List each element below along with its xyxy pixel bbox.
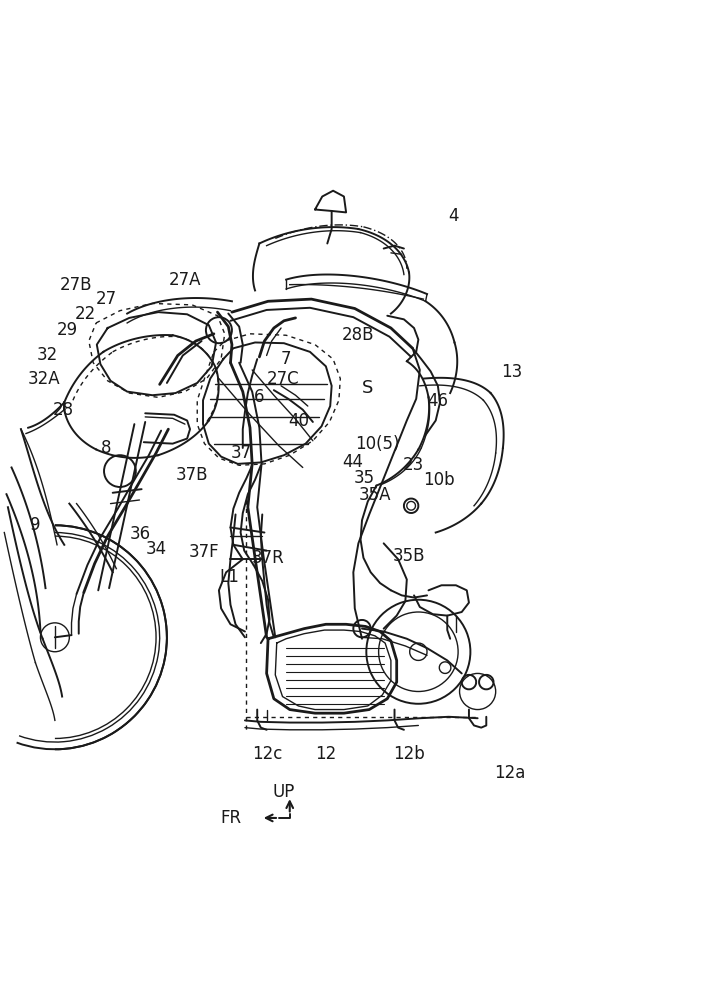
Text: 7: 7 (281, 350, 292, 368)
Text: 23: 23 (403, 456, 424, 474)
Text: 12a: 12a (494, 764, 526, 782)
Text: 40: 40 (288, 412, 309, 430)
Text: 37B: 37B (175, 466, 208, 484)
Text: L1: L1 (219, 568, 239, 586)
Text: 8: 8 (101, 439, 111, 457)
Text: 27: 27 (96, 290, 117, 308)
Text: 6: 6 (253, 388, 264, 406)
Text: 34: 34 (146, 540, 167, 558)
Text: 10b: 10b (424, 471, 455, 489)
Text: 4: 4 (449, 207, 459, 225)
Text: 22: 22 (75, 305, 96, 323)
Text: 12: 12 (315, 745, 336, 763)
Text: 29: 29 (56, 321, 77, 339)
Text: 13: 13 (501, 363, 522, 381)
Text: 46: 46 (427, 392, 448, 410)
Text: 36: 36 (130, 525, 151, 543)
Text: 35: 35 (353, 469, 374, 487)
Text: 37R: 37R (252, 549, 285, 567)
Text: 37F: 37F (188, 543, 219, 561)
Text: 27C: 27C (266, 370, 299, 388)
Text: 44: 44 (342, 453, 363, 471)
Text: 32: 32 (37, 346, 58, 364)
Text: 12b: 12b (393, 745, 425, 763)
Text: 37: 37 (230, 444, 252, 462)
Text: 28B: 28B (342, 326, 374, 344)
Text: 35B: 35B (393, 547, 426, 565)
Text: 27A: 27A (169, 271, 201, 289)
Text: 32A: 32A (28, 370, 61, 388)
Text: 28: 28 (53, 401, 74, 419)
Text: FR: FR (220, 809, 241, 827)
Text: 12c: 12c (252, 745, 282, 763)
Text: S: S (362, 379, 374, 397)
Text: 27B: 27B (60, 276, 93, 294)
Text: 35A: 35A (358, 486, 391, 504)
Text: 9: 9 (30, 516, 40, 534)
Text: 10(5): 10(5) (355, 435, 399, 453)
Text: UP: UP (273, 783, 295, 801)
